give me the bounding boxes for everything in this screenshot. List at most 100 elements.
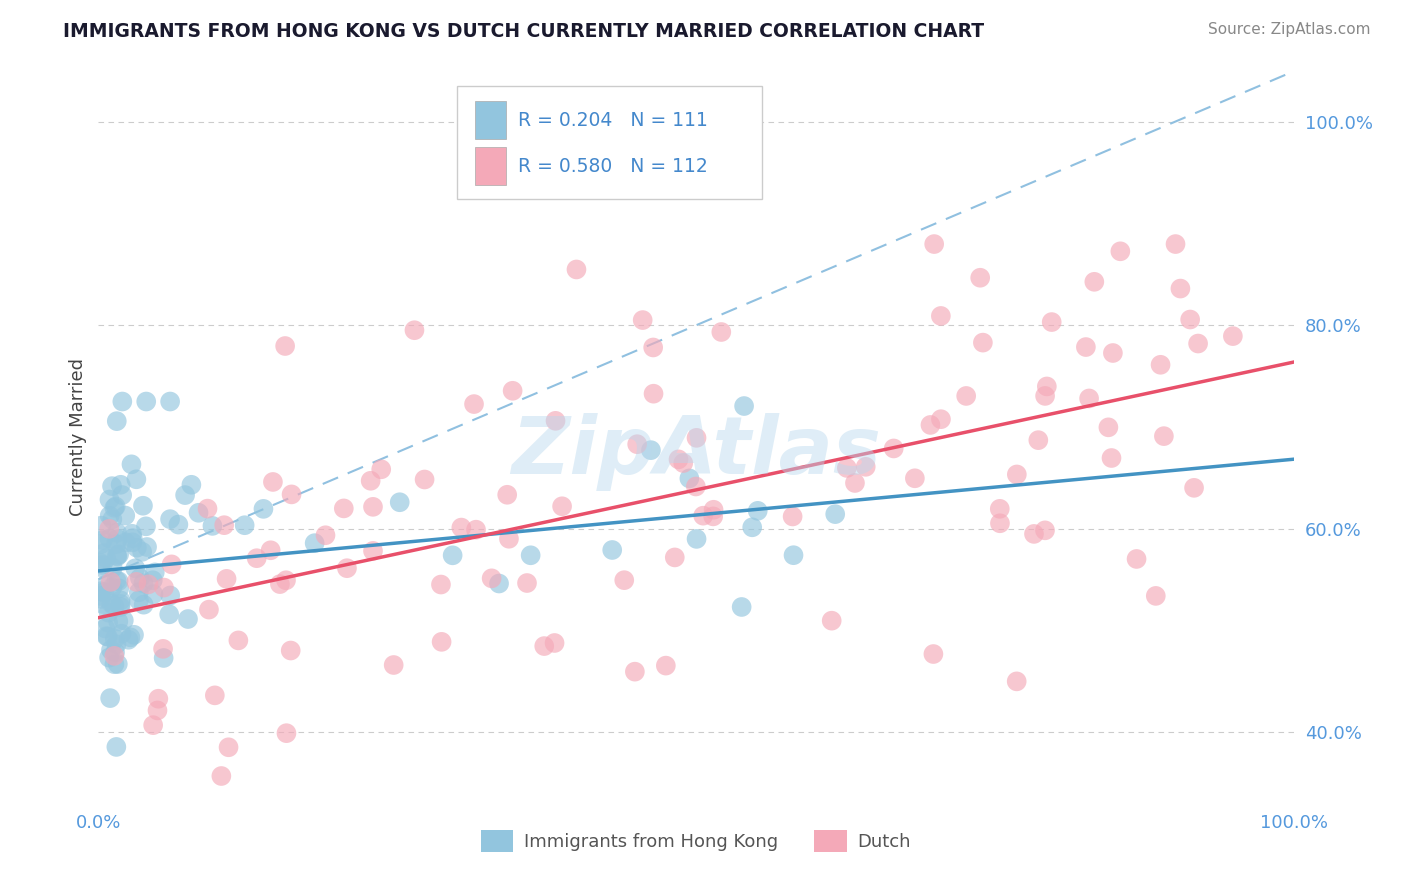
Point — [90, 589, 112, 603]
Point — [336, 561, 359, 575]
Point — [730, 599, 752, 614]
Point — [672, 456, 695, 470]
Point — [361, 500, 384, 514]
Point — [315, 528, 337, 542]
Point — [269, 577, 291, 591]
Point — [498, 532, 520, 546]
Point — [922, 237, 945, 252]
Point — [105, 637, 128, 651]
Point — [103, 500, 125, 515]
Point — [198, 602, 221, 616]
Point — [101, 512, 124, 526]
Point — [105, 549, 128, 564]
Point — [733, 399, 755, 413]
Point — [121, 535, 143, 549]
Point — [1164, 237, 1187, 252]
Point — [450, 520, 472, 534]
Point — [988, 516, 1011, 531]
Point — [157, 607, 180, 622]
Point — [1102, 346, 1125, 360]
Point — [90, 560, 112, 574]
Point — [1097, 420, 1119, 434]
Text: R = 0.580   N = 112: R = 0.580 N = 112 — [517, 157, 707, 176]
Point — [1149, 358, 1171, 372]
Point — [101, 581, 124, 595]
Point — [128, 571, 150, 585]
Point — [107, 615, 129, 629]
Point — [98, 650, 121, 665]
Point — [111, 394, 134, 409]
Text: IMMIGRANTS FROM HONG KONG VS DUTCH CURRENTLY MARRIED CORRELATION CHART: IMMIGRANTS FROM HONG KONG VS DUTCH CURRE… — [63, 22, 984, 41]
Point — [91, 558, 114, 572]
Point — [233, 518, 256, 533]
Point — [413, 473, 436, 487]
Point — [107, 574, 129, 588]
Point — [104, 632, 127, 646]
Point — [565, 262, 588, 277]
Point — [702, 509, 724, 524]
Point — [361, 544, 384, 558]
Point — [855, 459, 877, 474]
Point — [664, 550, 686, 565]
Point — [91, 533, 114, 548]
Point — [103, 648, 125, 663]
Point — [103, 657, 125, 672]
Point — [1144, 589, 1167, 603]
Point — [108, 582, 131, 596]
Point — [98, 508, 121, 523]
Point — [685, 479, 707, 493]
Point — [988, 501, 1011, 516]
Point — [821, 614, 844, 628]
Point — [90, 556, 112, 570]
Point — [153, 581, 176, 595]
Point — [97, 615, 120, 630]
Point — [274, 574, 297, 588]
Point — [430, 577, 453, 591]
Point — [136, 540, 159, 554]
Point — [115, 535, 138, 549]
Point — [333, 501, 356, 516]
Point — [215, 572, 238, 586]
Point — [1040, 315, 1063, 329]
Point — [112, 613, 135, 627]
Point — [685, 532, 707, 546]
Point — [125, 472, 148, 486]
Point — [138, 577, 160, 591]
Point — [93, 546, 115, 560]
Point — [132, 598, 155, 612]
Point — [103, 599, 125, 614]
Point — [187, 506, 209, 520]
Point — [114, 508, 136, 523]
Point — [710, 325, 733, 339]
Point — [544, 414, 567, 428]
Point — [533, 639, 555, 653]
Point — [152, 651, 174, 665]
Point — [280, 487, 302, 501]
Point — [655, 658, 678, 673]
Y-axis label: Currently Married: Currently Married — [69, 358, 87, 516]
Point — [1109, 244, 1132, 259]
Point — [167, 517, 190, 532]
Point — [97, 606, 120, 620]
Point — [1026, 433, 1049, 447]
Point — [631, 313, 654, 327]
Point — [96, 551, 118, 566]
Point — [1178, 312, 1201, 326]
Point — [159, 394, 181, 409]
Point — [177, 612, 200, 626]
Point — [678, 471, 700, 485]
Point — [1033, 524, 1056, 538]
Text: R = 0.204   N = 111: R = 0.204 N = 111 — [517, 111, 707, 130]
Point — [159, 512, 181, 526]
Point — [370, 462, 392, 476]
Point — [551, 500, 574, 514]
Point — [120, 631, 142, 645]
Point — [100, 643, 122, 657]
Point — [883, 442, 905, 456]
Point — [920, 417, 942, 432]
Point — [969, 270, 991, 285]
Point — [90, 591, 112, 606]
Point — [201, 519, 224, 533]
FancyBboxPatch shape — [475, 147, 506, 186]
Point — [146, 703, 169, 717]
